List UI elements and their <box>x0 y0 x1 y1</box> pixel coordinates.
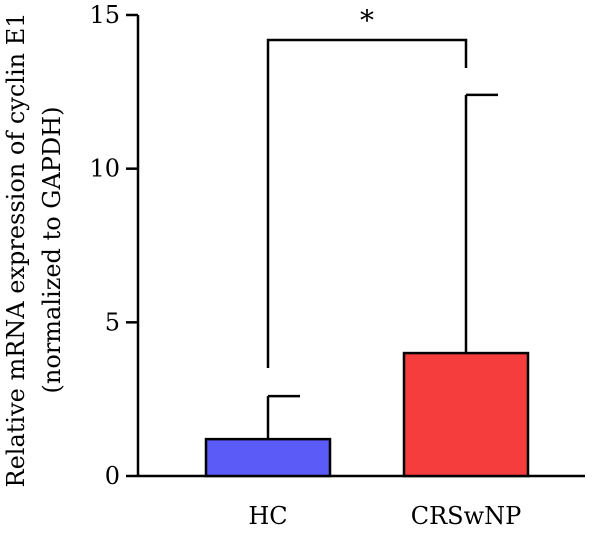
x-tick-label: CRSwNP <box>411 502 522 530</box>
plot-area: 0 5 10 15 HC CRSwNP * <box>89 1 585 530</box>
y-axis-title: Relative mRNA expression of cyclin E1 (n… <box>2 12 66 487</box>
y-axis-label-line1: Relative mRNA expression of cyclin E1 <box>2 12 30 487</box>
bar-crswnp <box>402 351 530 478</box>
y-tick-label: 10 <box>89 155 120 183</box>
significance-marker: * <box>360 4 374 37</box>
bar-hc <box>204 437 332 478</box>
y-axis-label-line2: (normalized to GAPDH) <box>38 107 66 394</box>
y-tick-label: 15 <box>89 1 120 29</box>
significance-bracket <box>266 38 468 368</box>
y-tick-label: 0 <box>105 462 120 490</box>
x-tick-label: HC <box>248 502 287 530</box>
y-tick-label: 5 <box>105 308 120 336</box>
